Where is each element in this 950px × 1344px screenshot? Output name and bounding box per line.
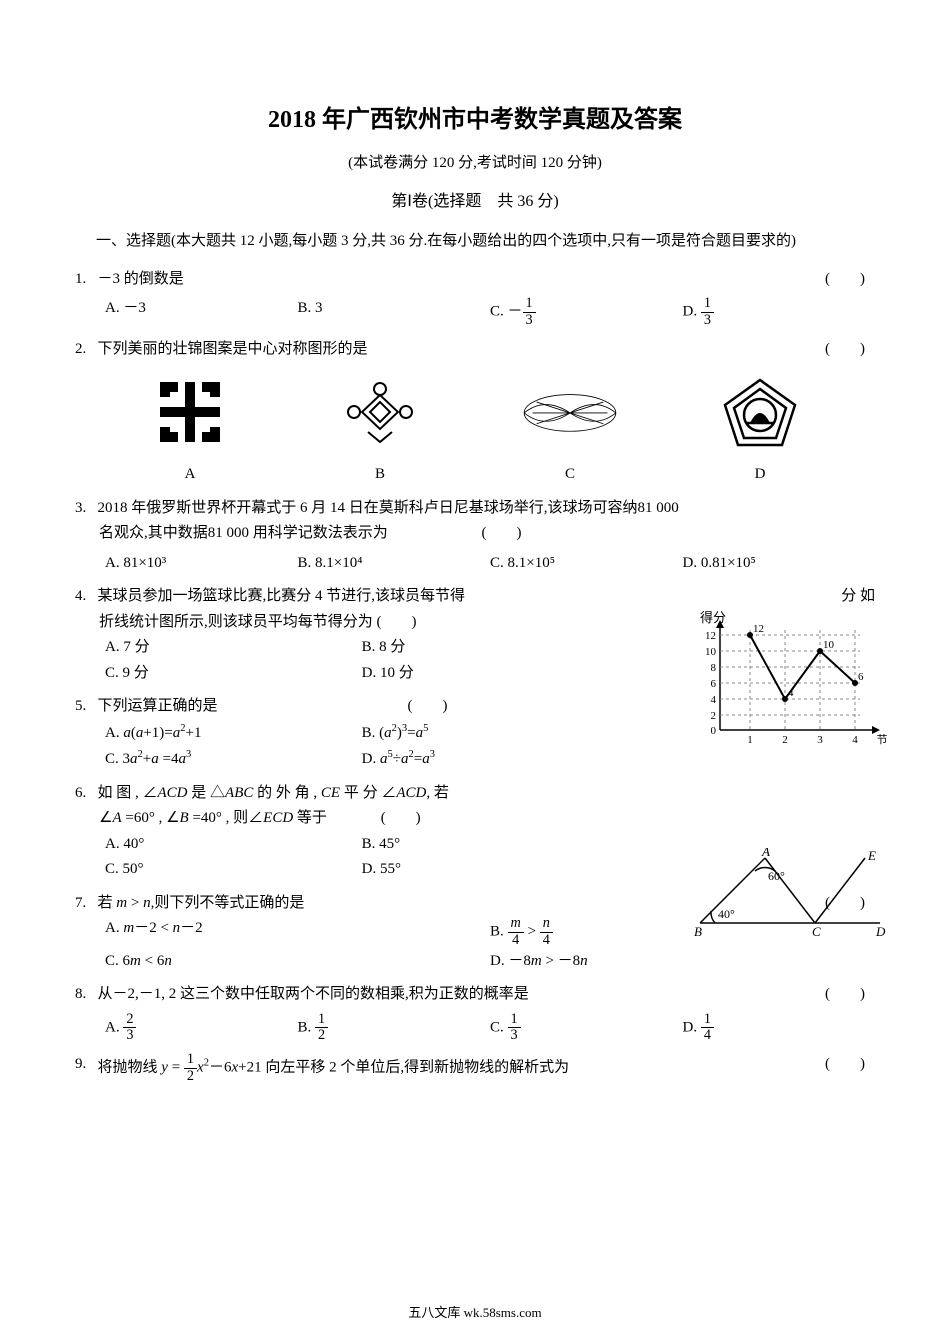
q7-opt-c: C. 6m < 6n [105,949,490,975]
frac-icon: 13 [523,296,536,328]
question-7: 7. 若 m > n,则下列不等式正确的是( ) A. m－2 < n－2 B.… [75,891,875,974]
q5-opt-c: C. 3a2+a =4a3 [105,746,362,773]
q4-text-right: 分 如 [841,584,875,610]
label-a: A [140,462,240,488]
pattern-a-icon [140,372,240,452]
svg-text:10: 10 [823,639,835,651]
q5-text: 下列运算正确的是( ) [98,694,876,720]
q5-opt-b: B. (a2)3=a5 [362,720,619,747]
q7-text: 若 m > n,则下列不等式正确的是( ) [98,891,876,917]
pattern-labels: A B C D [75,462,875,488]
q3-opt-a: A. 81×10³ [105,551,298,577]
label-d: D [710,462,810,488]
svg-text:D: D [875,924,886,938]
svg-text:6: 6 [711,678,717,690]
page-subtitle: (本试卷满分 120 分,考试时间 120 分钟) [75,151,875,177]
q6-text: 如 图 , ∠ACD 是 △ABC 的 外 角 , CE 平 分 ∠ACD, 若 [98,781,876,807]
pattern-d-icon [710,372,810,452]
q3-text: 2018 年俄罗斯世界杯开幕式于 6 月 14 日在莫斯科卢日尼基球场举行,该球… [98,496,876,522]
answer-paren: ( ) [825,891,865,917]
chart-ylabel: 得分 [700,610,726,625]
answer-paren: ( ) [825,337,865,363]
q6-opt-d: D. 55° [362,857,619,883]
question-2: 2. 下列美丽的壮锦图案是中心对称图形的是( ) [75,337,875,488]
q5-num: 5. [75,694,98,720]
svg-text:10: 10 [705,646,717,658]
q2-text: 下列美丽的壮锦图案是中心对称图形的是( ) [98,337,876,363]
q7-opt-a: A. m－2 < n－2 [105,916,490,948]
answer-paren: ( ) [482,525,522,541]
q3-num: 3. [75,496,98,522]
q1-opt-a: A. －3 [105,296,298,328]
svg-text:节: 节 [877,733,888,746]
q5-opt-d: D. a5÷a2=a3 [362,746,619,773]
answer-paren: ( ) [825,1052,865,1078]
section-label: 第Ⅰ卷(选择题 共 36 分) [75,188,875,215]
question-8: 8. 从－2,－1, 2 这三个数中任取两个不同的数相乘,积为正数的概率是( )… [75,982,875,1044]
question-9: 9. 将抛物线 y = 12x2－6x+21 向左平移 2 个单位后,得到新抛物… [75,1052,875,1084]
q4-opt-a: A. 7 分 [105,635,362,661]
answer-paren: ( ) [381,810,421,826]
question-5: 5. 下列运算正确的是( ) A. a(a+1)=a2+1 B. (a2)3=a… [75,694,875,773]
q9-num: 9. [75,1052,98,1078]
q8-num: 8. [75,982,98,1008]
answer-paren: ( ) [825,982,865,1008]
q2-num: 2. [75,337,98,363]
svg-text:8: 8 [711,662,717,674]
label-b: B [330,462,430,488]
q4-opt-b: B. 8 分 [362,635,619,661]
q5-opt-a: A. a(a+1)=a2+1 [105,720,362,747]
q4-text: 某球员参加一场篮球比赛,比赛分 4 节进行,该球员每节得 分 如 [98,584,876,610]
pattern-c-icon [520,372,620,452]
q8-opt-b: B. 12 [298,1012,491,1044]
q6-opt-a: A. 40° [105,832,362,858]
answer-paren: ( ) [408,698,448,714]
svg-text:60°: 60° [768,869,785,883]
page-title: 2018 年广西钦州市中考数学真题及答案 [75,100,875,141]
answer-paren: ( ) [825,267,865,293]
q7-num: 7. [75,891,98,917]
pattern-b-icon [330,372,430,452]
question-3: 3. 2018 年俄罗斯世界杯开幕式于 6 月 14 日在莫斯科卢日尼基球场举行… [75,496,875,577]
q4-opt-d: D. 10 分 [362,661,619,687]
q1-num: 1. [75,267,98,293]
q8-text: 从－2,－1, 2 这三个数中任取两个不同的数相乘,积为正数的概率是( ) [98,982,876,1008]
label-c: C [520,462,620,488]
svg-text:12: 12 [705,630,716,642]
frac-icon: 13 [701,296,714,328]
q1-opt-d: D. 13 [683,296,876,328]
svg-text:E: E [867,848,876,863]
q3-text2: 名观众,其中数据81 000 用科学记数法表示为 [99,525,388,541]
q3-opt-b: B. 8.1×10⁴ [298,551,491,577]
page-footer: 五八文库 wk.58sms.com [0,1302,950,1324]
q6-opt-c: C. 50° [105,857,362,883]
q3-opt-d: D. 0.81×10⁵ [683,551,876,577]
q6-opt-b: B. 45° [362,832,619,858]
q7-opt-d: D. －8m > －8n [490,949,875,975]
q9-text: 将抛物线 y = 12x2－6x+21 向左平移 2 个单位后,得到新抛物线的解… [98,1052,876,1084]
q4-opt-c: C. 9 分 [105,661,362,687]
instructions: 一、选择题(本大题共 12 小题,每小题 3 分,共 36 分.在每小题给出的四… [75,229,875,255]
svg-text:6: 6 [858,671,864,683]
q6-num: 6. [75,781,98,807]
question-1: 1. －3 的倒数是( ) A. －3 B. 3 C. －13 D. 13 [75,267,875,329]
q1-opt-b: B. 3 [298,296,491,328]
q8-opt-a: A. 23 [105,1012,298,1044]
q1-opt-c: C. －13 [490,296,683,328]
q3-opt-c: C. 8.1×10⁵ [490,551,683,577]
svg-text:12: 12 [753,623,764,635]
q8-opt-d: D. 14 [683,1012,876,1044]
q1-text: －3 的倒数是( ) [98,267,876,293]
q8-opt-c: C. 13 [490,1012,683,1044]
q7-opt-b: B. m4 > n4 [490,916,875,948]
q4-num: 4. [75,584,98,610]
svg-text:A: A [761,848,770,859]
